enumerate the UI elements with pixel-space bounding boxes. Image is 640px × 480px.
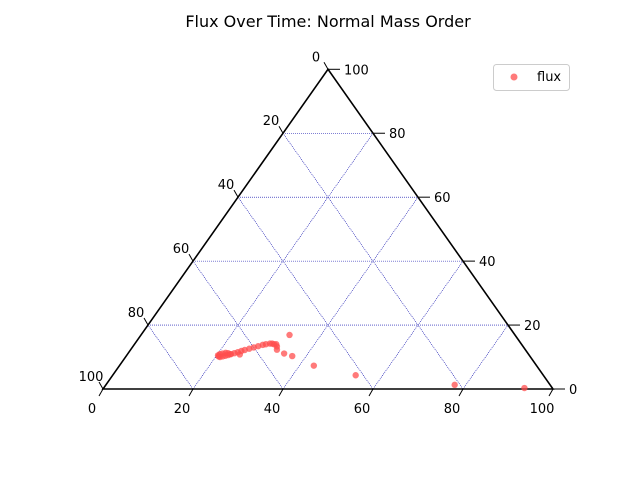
- left-tick: [98, 381, 104, 390]
- bottom-tick: [368, 388, 374, 397]
- bottom-tick: [548, 388, 554, 397]
- triangle-axes: [101, 67, 555, 390]
- legend-label: flux: [537, 70, 561, 85]
- scatter-point: [226, 350, 234, 358]
- left-tick: [233, 189, 239, 198]
- grid-lines: [147, 132, 509, 390]
- scatter-point: [451, 381, 458, 389]
- scatter-point: [352, 372, 359, 379]
- bottom-tick: [458, 388, 464, 397]
- chart-title: Flux Over Time: Normal Mass Order: [185, 12, 471, 31]
- left-tick-label: 80: [128, 306, 145, 321]
- scatter-point: [280, 350, 288, 357]
- left-tick-label: 100: [79, 370, 104, 385]
- bottom-tick-label: 100: [530, 402, 555, 417]
- bottom-tick-label: 80: [444, 402, 461, 417]
- left-tick: [143, 317, 149, 326]
- grid-line: [237, 197, 374, 390]
- grid-line: [282, 197, 419, 390]
- left-tick: [278, 125, 284, 134]
- legend-marker: [510, 73, 518, 81]
- data-points: [214, 331, 528, 392]
- grid-line: [147, 324, 194, 390]
- right-tick-label: 0: [569, 383, 577, 398]
- scatter-point: [289, 352, 296, 360]
- legend: flux: [493, 64, 570, 91]
- left-tick: [188, 253, 194, 262]
- left-tick: [323, 62, 329, 70]
- scatter-point: [310, 362, 318, 369]
- right-tick-label: 40: [479, 255, 496, 270]
- tick-marks: 0 0 0 20 20 20 40 40 40 60 60 60 80 80 80 100 100 100: [79, 50, 578, 417]
- right-tick-label: 80: [389, 127, 406, 142]
- left-tick-label: 20: [263, 114, 280, 129]
- bottom-tick: [278, 388, 284, 397]
- bottom-tick-label: 0: [88, 402, 96, 417]
- grid-line: [192, 260, 284, 390]
- legend-frame: [493, 64, 570, 91]
- right-tick-label: 20: [524, 319, 541, 334]
- bottom-tick-label: 40: [264, 402, 281, 417]
- scatter-point: [521, 384, 528, 392]
- right-tick-label: 100: [344, 63, 369, 78]
- grid-line: [462, 324, 509, 390]
- grid-line: [282, 133, 464, 390]
- bottom-tick: [98, 388, 104, 397]
- left-tick-label: 0: [312, 50, 320, 65]
- right-tick-label: 60: [434, 191, 451, 206]
- bottom-tick: [188, 388, 194, 397]
- bottom-tick-label: 20: [174, 402, 191, 417]
- left-tick-label: 60: [173, 242, 190, 257]
- triangle-outline: [101, 67, 555, 390]
- scatter-point: [286, 331, 293, 339]
- scatter-point: [236, 351, 243, 358]
- bottom-tick-label: 60: [354, 402, 371, 417]
- left-tick-label: 40: [218, 178, 235, 193]
